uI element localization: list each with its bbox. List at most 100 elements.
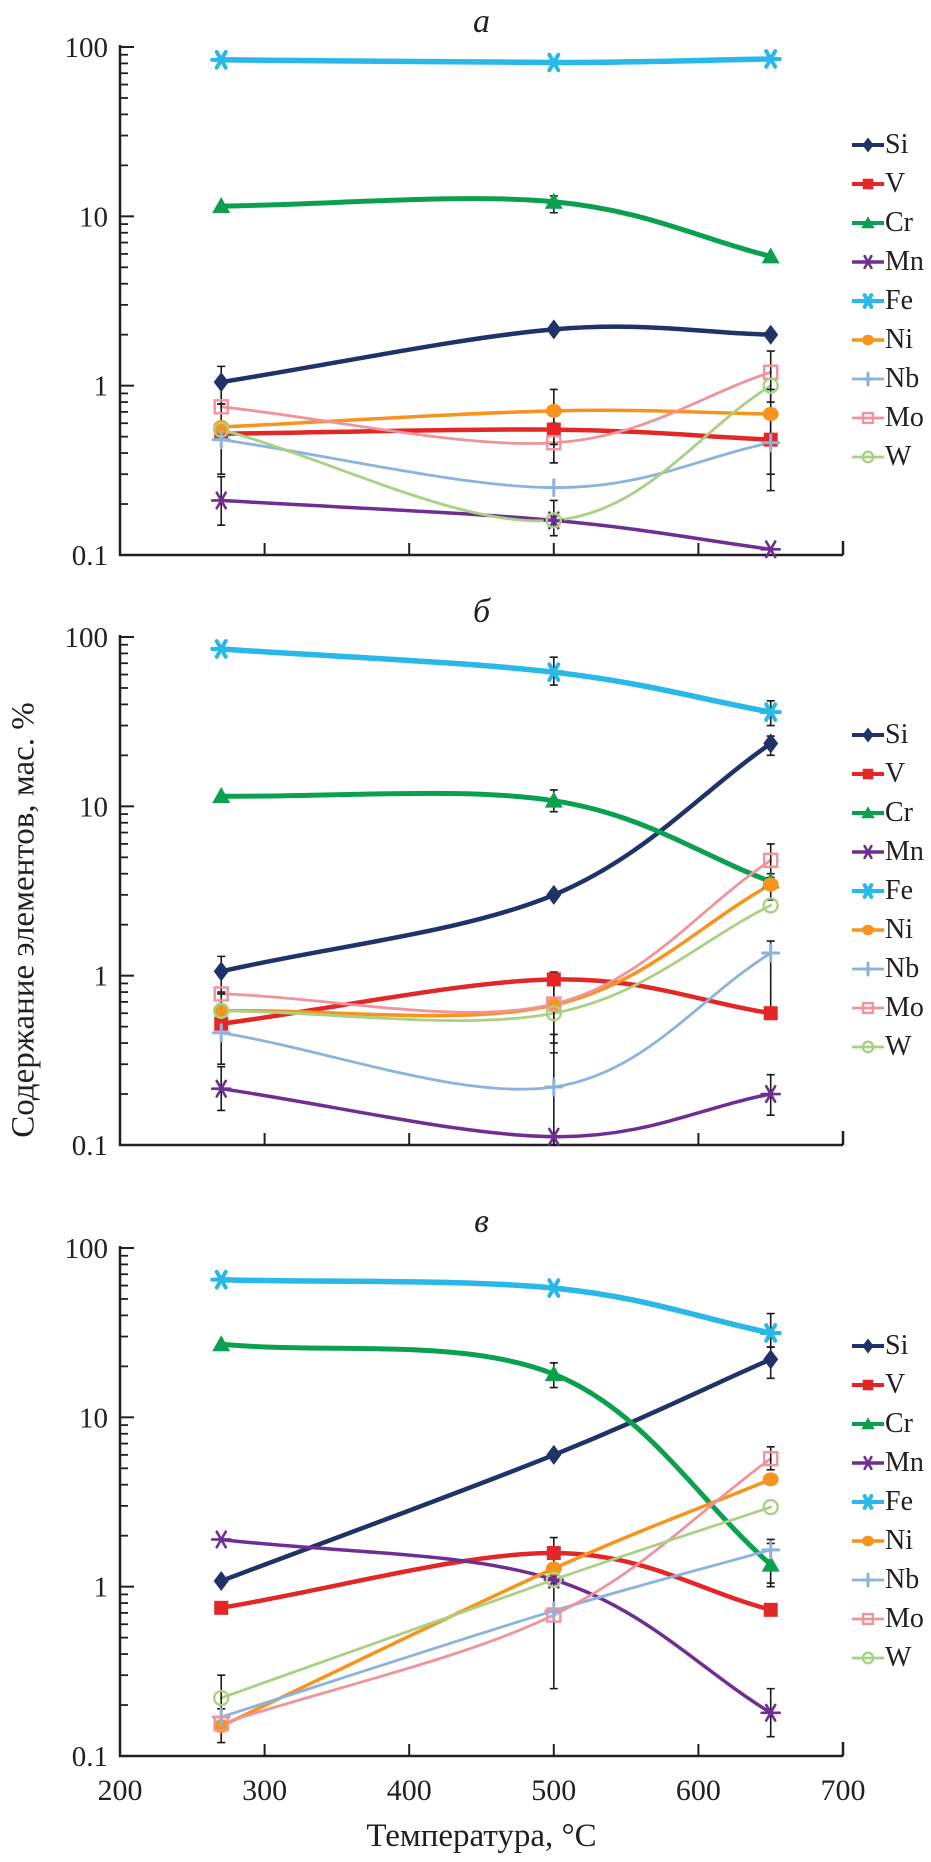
markers-b-Si [213,733,779,982]
legend-item-w: W [851,438,931,477]
legend-item-v: V [851,165,931,204]
markers-a-Cr [212,192,780,264]
markers-b-Fe [210,639,782,722]
legend-label-fe: Fe [885,875,913,906]
y-tick-a-0.1: 0.1 [72,540,108,572]
x-tick-labels: 200 300 400 500 600 700 [98,1774,866,1807]
fe-marker-icon [852,293,884,309]
markers-v-W [213,1498,779,1707]
markers-v-Nb [211,1540,781,1727]
series-a-V [218,427,773,442]
legend-label-ni: Ni [885,1525,913,1556]
legend-label-cr: Cr [885,1408,913,1439]
x-tick-300: 300 [242,1774,287,1807]
cr-marker-icon [852,1417,884,1430]
legend-label-mn: Mn [885,836,924,867]
legend-label-v: V [885,758,906,789]
series-v-Fe [218,1276,774,1336]
legend-item-mo: Mo [851,1600,931,1639]
legend-label-mo: Mo [885,402,924,433]
legend-label-v: V [885,168,906,199]
cr-marker-icon [852,806,884,819]
series-v-V [218,1550,773,1613]
series-a-Ni [219,408,773,429]
markers-v-Mn [210,1530,781,1722]
legend-item-ni: Ni [851,911,931,950]
legend-item-si: Si [851,1327,931,1366]
markers-v-Mo [213,1450,779,1732]
x-tick-700: 700 [821,1774,866,1807]
series-b-Nb [219,951,773,1091]
legend-panel-b: Si V Cr Mn Fe Ni Nb Mo W [851,716,931,1067]
panel-a: 100 10 1 0.1 [65,32,845,572]
markers-v-V [214,1546,778,1617]
legend-item-ni: Ni [851,1522,931,1561]
v-marker-icon [852,1379,884,1391]
legend-label-mn: Mn [885,1447,924,1478]
legend-panel-a: Si V Cr Mn Fe Ni Nb Mo W [851,126,931,477]
legend-item-mn: Mn [851,243,931,282]
legend-label-mo: Mo [885,1603,924,1634]
legend-item-cr: Cr [851,204,931,243]
legend-item-mn: Mn [851,1444,931,1483]
axes-b [118,635,845,1147]
mo-marker-icon [852,1612,884,1626]
legend-label-w: W [885,1031,912,1062]
legend-label-cr: Cr [885,207,913,238]
w-marker-icon [852,450,884,464]
legend-item-cr: Cr [851,1405,931,1444]
markers-b-W [213,897,779,1022]
ni-marker-icon [852,1535,884,1547]
series-b-V [218,977,773,1027]
legend-label-cr: Cr [885,797,913,828]
series-a-Fe [218,56,774,66]
legend-label-mn: Mn [885,246,924,277]
y-tick-a-1: 1 [94,371,109,403]
legend-label-ni: Ni [885,324,913,355]
legend-label-si: Si [885,719,909,750]
legend-item-cr: Cr [851,794,931,833]
markers-v-Cr [212,1335,780,1572]
y-tick-v-100: 100 [65,1233,109,1265]
axes-v [118,1246,845,1758]
y-tick-b-1: 1 [94,961,109,993]
legend-label-w: W [885,1642,912,1673]
fe-marker-icon [852,1494,884,1510]
error-bar-a-Mo-650 [766,350,775,403]
legend-item-fe: Fe [851,282,931,321]
markers-b-Mo [213,852,779,1012]
x-tick-400: 400 [387,1774,432,1807]
cr-marker-icon [852,216,884,229]
markers-a-Si [213,319,779,393]
markers-b-Nb [211,943,781,1097]
legend-item-w: W [851,1639,931,1678]
markers-v-Si [213,1349,779,1592]
series-b-W [219,904,773,1023]
legend-panel-v: Si V Cr Mn Fe Ni Nb Mo W [851,1327,931,1678]
w-marker-icon [852,1040,884,1054]
legend-item-si: Si [851,716,931,755]
w-marker-icon [852,1651,884,1665]
panel-a-title: а [473,3,490,40]
legend-label-mo: Mo [885,992,924,1023]
x-axis-label: Температура, °C [366,1818,597,1854]
y-tick-b-100: 100 [65,622,109,654]
y-tick-labels-b: 100 10 1 0.1 [65,622,109,1162]
y-tick-a-100: 100 [65,32,109,64]
x-tick-200: 200 [98,1774,143,1807]
nb-marker-icon [852,371,884,387]
legend-item-nb: Nb [851,360,931,399]
legend-label-nb: Nb [885,953,920,984]
legend-label-v: V [885,1369,906,1400]
legend-item-nb: Nb [851,950,931,989]
legend-item-si: Si [851,126,931,165]
legend-item-v: V [851,1366,931,1405]
legend-label-fe: Fe [885,1486,913,1517]
y-tick-v-0.1: 0.1 [72,1741,108,1773]
series-a-Si [218,324,773,385]
series-v-Nb [219,1548,773,1719]
series-v-Cr [218,1341,774,1568]
legend-label-ni: Ni [885,914,913,945]
series-b-Fe [218,646,774,715]
